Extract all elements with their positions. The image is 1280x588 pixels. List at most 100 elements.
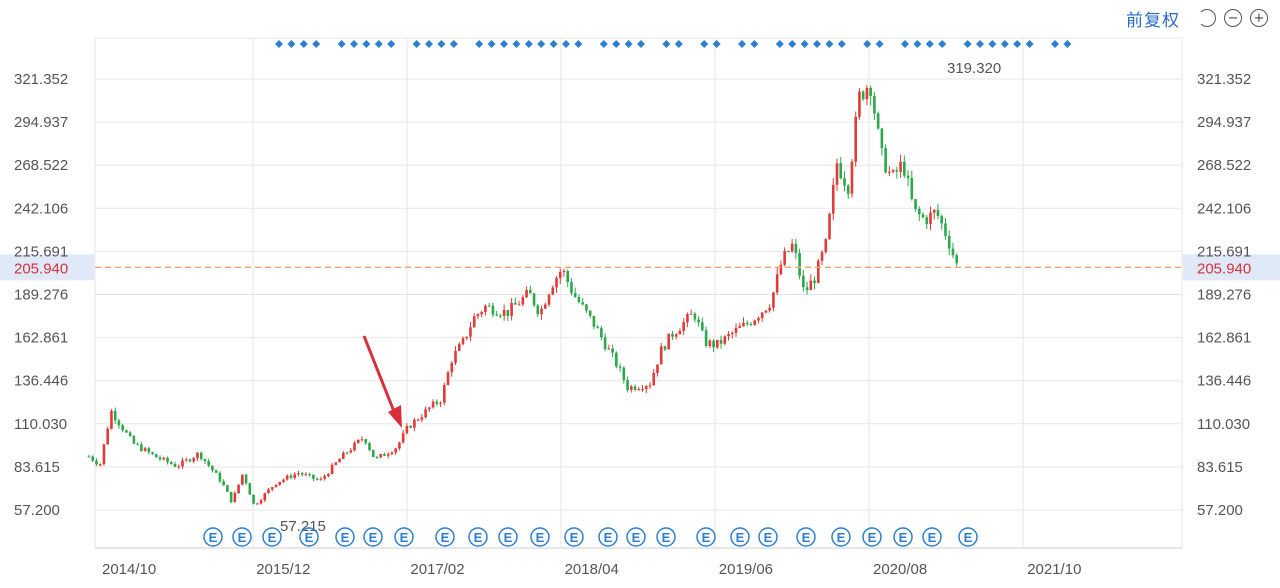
candle-body[interactable] (256, 503, 259, 505)
candle-body[interactable] (955, 255, 958, 264)
candle-body[interactable] (727, 334, 730, 337)
candle-body[interactable] (345, 452, 349, 454)
candle-body[interactable] (267, 489, 270, 494)
candle-body[interactable] (562, 270, 566, 272)
candle-body[interactable] (925, 217, 929, 225)
candle-body[interactable] (805, 287, 809, 291)
candle-body[interactable] (517, 304, 521, 306)
candle-body[interactable] (828, 213, 831, 240)
candle-body[interactable] (543, 304, 547, 309)
candle-body[interactable] (577, 297, 581, 303)
candle-body[interactable] (906, 175, 910, 179)
candle-body[interactable] (446, 372, 450, 386)
candle-body[interactable] (757, 318, 760, 321)
candle-body[interactable] (723, 336, 727, 344)
candle-body[interactable] (181, 460, 184, 467)
candle-body[interactable] (241, 474, 244, 485)
candle-body[interactable] (716, 339, 719, 348)
event-marker-icon[interactable] (262, 527, 282, 547)
candle-body[interactable] (169, 462, 173, 465)
event-marker-icon[interactable] (656, 527, 676, 547)
candle-body[interactable] (644, 386, 648, 390)
candle-body[interactable] (113, 410, 117, 421)
candle-body[interactable] (211, 465, 214, 471)
candle-body[interactable] (199, 452, 203, 459)
candle-body[interactable] (117, 420, 121, 426)
candle-body[interactable] (768, 307, 771, 311)
candle-body[interactable] (869, 87, 872, 96)
candle-body[interactable] (214, 470, 218, 473)
event-marker-icon[interactable] (530, 527, 550, 547)
candle-body[interactable] (738, 326, 742, 328)
candle-body[interactable] (360, 439, 364, 441)
candle-body[interactable] (686, 314, 689, 323)
candle-body[interactable] (615, 352, 618, 367)
candle-body[interactable] (880, 128, 884, 149)
candle-body[interactable] (416, 419, 420, 421)
candle-body[interactable] (476, 314, 480, 317)
event-marker-icon[interactable] (468, 527, 488, 547)
event-marker-icon[interactable] (758, 527, 778, 547)
adjustment-mode-button[interactable]: 前复权 (1126, 10, 1180, 30)
candle-body[interactable] (263, 493, 267, 501)
candle-body[interactable] (162, 457, 166, 460)
candle-body[interactable] (570, 282, 573, 293)
candle-body[interactable] (140, 444, 143, 451)
candle-body[interactable] (420, 417, 424, 420)
candle-body[interactable] (667, 333, 670, 350)
candle-body[interactable] (678, 330, 682, 335)
event-marker-icon[interactable] (498, 527, 518, 547)
candle-body[interactable] (585, 304, 588, 311)
event-marker-icon[interactable] (958, 527, 978, 547)
candle-series[interactable] (87, 85, 958, 505)
candle-body[interactable] (465, 336, 469, 339)
candle-body[interactable] (790, 243, 794, 252)
event-marker-icon[interactable] (862, 527, 882, 547)
candle-body[interactable] (745, 322, 749, 325)
candle-body[interactable] (244, 474, 248, 484)
candle-body[interactable] (371, 449, 375, 458)
candle-body[interactable] (110, 410, 113, 429)
event-marker-icon[interactable] (598, 527, 618, 547)
candle-body[interactable] (899, 161, 902, 172)
candle-body[interactable] (775, 274, 779, 293)
candle-body[interactable] (607, 348, 611, 350)
minus-circle-icon[interactable]: − (1224, 9, 1242, 27)
candle-body[interactable] (947, 235, 951, 249)
event-marker-icon[interactable] (363, 527, 383, 547)
candle-body[interactable] (203, 458, 207, 462)
candle-body[interactable] (622, 367, 626, 381)
candle-body[interactable] (940, 216, 944, 224)
candle-body[interactable] (708, 340, 712, 346)
candle-body[interactable] (850, 161, 854, 194)
event-marker-icon[interactable] (922, 527, 942, 547)
candle-body[interactable] (704, 330, 708, 346)
candle-body[interactable] (87, 456, 91, 458)
event-marker-icon[interactable] (626, 527, 646, 547)
candle-body[interactable] (330, 464, 334, 475)
candle-body[interactable] (529, 289, 532, 294)
candle-body[interactable] (921, 214, 925, 218)
candle-body[interactable] (192, 458, 196, 462)
candle-body[interactable] (693, 313, 697, 320)
candle-body[interactable] (125, 430, 128, 433)
candle-body[interactable] (300, 473, 304, 475)
candle-body[interactable] (98, 464, 102, 466)
candle-body[interactable] (166, 457, 169, 463)
candle-body[interactable] (917, 208, 921, 215)
candle-body[interactable] (304, 474, 308, 476)
candle-body[interactable] (873, 95, 876, 114)
candle-body[interactable] (379, 453, 383, 458)
candle-body[interactable] (929, 212, 932, 225)
candle-body[interactable] (222, 481, 225, 486)
event-marker-icon[interactable] (831, 527, 851, 547)
candle-body[interactable] (312, 474, 315, 479)
candle-body[interactable] (734, 327, 738, 333)
candle-body[interactable] (454, 350, 457, 363)
candle-body[interactable] (390, 452, 394, 455)
candle-body[interactable] (506, 310, 510, 316)
candle-body[interactable] (491, 305, 495, 315)
candle-body[interactable] (648, 385, 652, 387)
candle-body[interactable] (558, 271, 562, 279)
event-marker-icon[interactable] (564, 527, 584, 547)
